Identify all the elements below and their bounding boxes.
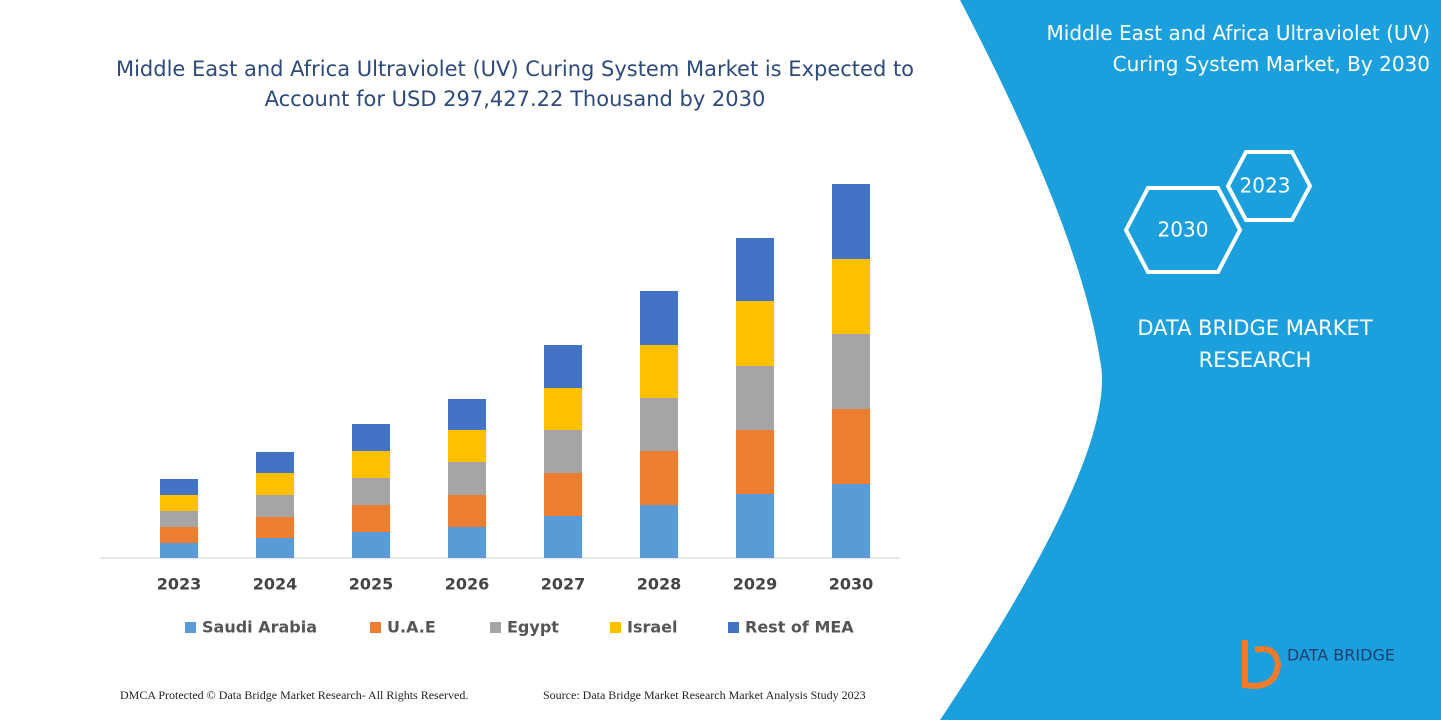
bar-segment <box>544 473 582 516</box>
bar-segment <box>448 462 486 495</box>
bar-segment <box>256 538 294 558</box>
x-tick-label: 2024 <box>253 575 298 594</box>
bar-segment <box>640 291 678 345</box>
bar-segment <box>832 334 870 409</box>
bar-segment <box>832 184 870 259</box>
bar-segment <box>160 495 198 511</box>
hexagon-label: 2030 <box>1158 218 1209 242</box>
bar-segment <box>352 451 390 478</box>
legend-swatch <box>728 622 739 633</box>
hexagon-label: 2023 <box>1240 174 1291 198</box>
bar-segment <box>160 527 198 543</box>
hexagon <box>1225 150 1313 222</box>
bar-segment <box>448 495 486 527</box>
bar-segment <box>448 430 486 462</box>
legend-label: Egypt <box>507 618 559 637</box>
bar-segment <box>736 366 774 430</box>
bar-segment <box>448 527 486 558</box>
bar-segment <box>256 452 294 473</box>
bar-segment <box>160 543 198 558</box>
bar-segment <box>544 388 582 430</box>
bar-segment <box>640 451 678 505</box>
chart-title: Middle East and Africa Ultraviolet (UV) … <box>115 57 915 111</box>
x-tick-label: 2026 <box>445 575 490 594</box>
bar-segment <box>544 516 582 558</box>
side-panel <box>940 0 1441 720</box>
bar-segment <box>160 479 198 495</box>
bar-segment <box>736 238 774 301</box>
bar-segment <box>736 301 774 366</box>
bar-segment <box>352 505 390 532</box>
bar-segment <box>832 409 870 484</box>
bar-segment <box>640 345 678 398</box>
x-tick-label: 2030 <box>829 575 874 594</box>
bar-segment <box>160 511 198 527</box>
bar-segment <box>448 399 486 430</box>
bar-segment <box>832 259 870 334</box>
bar-segment <box>256 495 294 517</box>
bar-segment <box>832 484 870 558</box>
bar-segment <box>640 505 678 558</box>
bar-segment <box>544 430 582 473</box>
panel-title: Middle East and Africa Ultraviolet (UV) … <box>1046 21 1430 76</box>
footer-right: Source: Data Bridge Market Research Mark… <box>543 688 866 702</box>
bar-segment <box>352 532 390 558</box>
legend-label: Saudi Arabia <box>202 618 317 637</box>
bar-segment <box>256 473 294 495</box>
legend-label: U.A.E <box>387 618 436 637</box>
bar-segment <box>352 478 390 505</box>
logo-text: DATA BRIDGE <box>1287 646 1395 665</box>
legend-label: Rest of MEA <box>745 618 854 637</box>
x-tick-label: 2029 <box>733 575 778 594</box>
legend-swatch <box>185 622 196 633</box>
x-tick-label: 2028 <box>637 575 682 594</box>
legend-label: Israel <box>627 618 678 637</box>
bar-segment <box>544 345 582 388</box>
legend-swatch <box>610 622 621 633</box>
hexagon <box>1123 186 1243 274</box>
logo-icon <box>1242 640 1282 689</box>
bar-segment <box>736 494 774 558</box>
x-tick-label: 2027 <box>541 575 586 594</box>
footer-left: DMCA Protected © Data Bridge Market Rese… <box>120 688 469 702</box>
bar-segment <box>352 424 390 451</box>
bar-segment <box>736 430 774 494</box>
bar-segment <box>256 517 294 538</box>
brand: DATA BRIDGE MARKET RESEARCH <box>1137 316 1373 372</box>
bar-segment <box>640 398 678 451</box>
x-tick-label: 2023 <box>157 575 202 594</box>
x-tick-label: 2025 <box>349 575 394 594</box>
legend-swatch <box>370 622 381 633</box>
legend-swatch <box>490 622 501 633</box>
